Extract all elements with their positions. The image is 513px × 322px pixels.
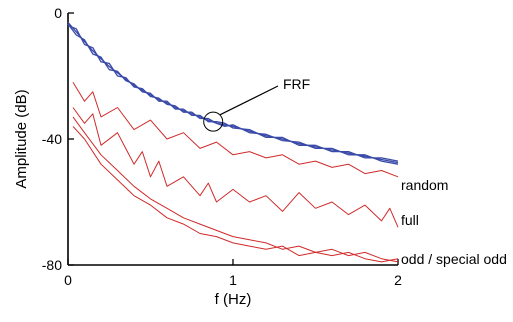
- odd-series-line: [72, 116, 399, 263]
- odd-special-odd-label: odd / special odd: [401, 251, 507, 267]
- y-tick-label: -80: [42, 257, 62, 273]
- y-axis-title: Amplitude (dB): [13, 89, 30, 188]
- frf-series-line: [67, 21, 399, 164]
- y-tick-label: -40: [42, 131, 62, 147]
- frf-label: FRF: [283, 76, 310, 92]
- plot-area: 0 1 2 0 -40 -80: [42, 5, 402, 288]
- series-layer: [67, 21, 399, 263]
- x-tick-label: 1: [229, 272, 237, 288]
- frf-highlight-circle: [203, 111, 224, 132]
- frf-annotation: FRF: [203, 76, 310, 132]
- frf-pointer-line: [219, 85, 279, 116]
- x-tick-label: 0: [64, 272, 72, 288]
- x-axis-title: f (Hz): [215, 291, 252, 308]
- odd-series-line: [72, 126, 399, 263]
- random-series-line: [72, 82, 399, 178]
- frf-series-line: [67, 24, 399, 165]
- x-tick-label: 2: [394, 272, 402, 288]
- y-axis-ticks: 0 -40 -80: [42, 5, 74, 273]
- full-series-line: [72, 107, 399, 228]
- y-tick-label: 0: [54, 5, 62, 21]
- frf-series-line: [67, 23, 399, 162]
- full-label: full: [401, 212, 419, 228]
- x-axis-ticks: 0 1 2: [64, 259, 402, 288]
- random-label: random: [401, 177, 448, 193]
